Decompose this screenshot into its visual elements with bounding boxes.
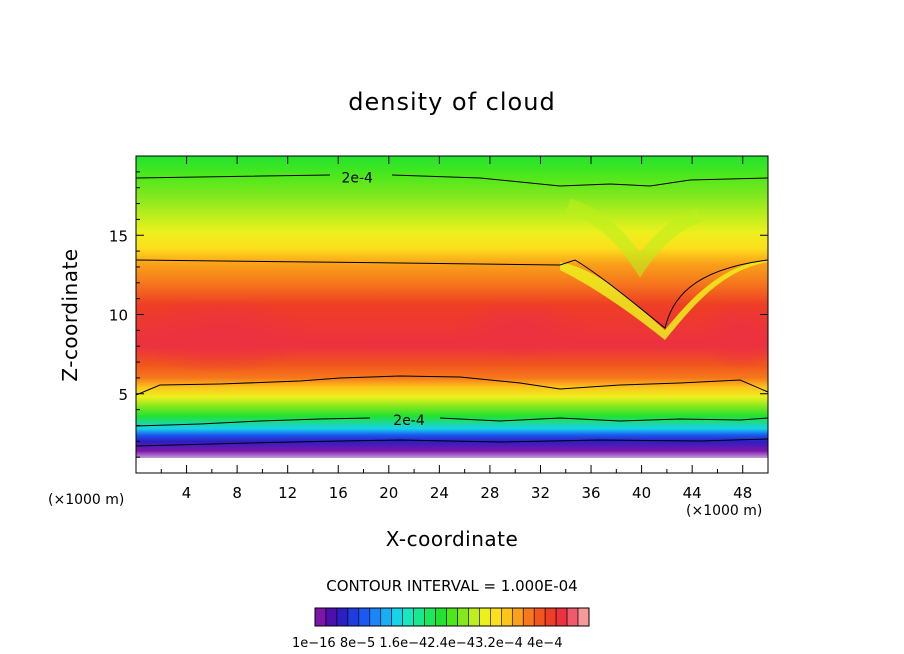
colorbar-swatch xyxy=(402,607,414,627)
colorbar-swatch xyxy=(544,607,557,627)
colorbar-swatch xyxy=(369,607,382,627)
x-tick-label: 4 xyxy=(182,484,192,502)
colorbar-swatch xyxy=(380,607,393,627)
x-unit-label-left: (×1000 m) xyxy=(48,492,125,508)
colorbar-swatch xyxy=(391,607,403,627)
colorbar-swatch xyxy=(490,607,502,627)
x-tick-label: 12 xyxy=(278,484,297,502)
y-tick-label: 5 xyxy=(118,386,128,404)
y-tick-label: 10 xyxy=(109,307,128,325)
contour-base xyxy=(135,438,769,447)
colorbar-swatch xyxy=(566,607,579,627)
colorbar-swatch xyxy=(501,607,513,627)
contour-mid-bottom xyxy=(135,375,769,396)
x-tick-label: 44 xyxy=(683,484,702,502)
x-axis-label: X-coordinate xyxy=(385,527,519,551)
x-tick-label: 48 xyxy=(733,484,752,502)
x-tick-label: 24 xyxy=(430,484,449,502)
colorbar-swatch xyxy=(533,607,546,627)
colorbar-swatch xyxy=(555,607,568,627)
colorbar-swatch xyxy=(358,607,371,627)
colorbar xyxy=(314,607,590,627)
x-tick-label: 36 xyxy=(581,484,600,502)
x-tick-label: 16 xyxy=(329,484,348,502)
colorbar-swatch xyxy=(446,607,458,627)
x-tick-label: 40 xyxy=(632,484,651,502)
contour-mid-top xyxy=(135,259,769,329)
colorbar-swatch xyxy=(336,607,349,627)
x-tick-label: 8 xyxy=(232,484,242,502)
colorbar-swatch xyxy=(413,607,425,627)
colorbar-swatch xyxy=(424,607,436,627)
contour-upper xyxy=(135,174,769,187)
x-tick-label: 32 xyxy=(531,484,550,502)
y-axis-label: Z-coordinate xyxy=(58,248,82,382)
contour-interval-text: CONTOUR INTERVAL = 1.000E-04 xyxy=(326,577,578,595)
contour-lines xyxy=(135,174,769,447)
x-tick-label: 20 xyxy=(379,484,398,502)
colorbar-swatch xyxy=(314,607,327,627)
density-field xyxy=(136,156,768,473)
x-tick-label: 28 xyxy=(480,484,499,502)
x-axis-ticks: 4 8 12 16 20 24 28 32 36 40 44 48 xyxy=(160,156,752,502)
colorbar-swatch xyxy=(479,607,491,627)
contour-label: 2e-4 xyxy=(341,171,373,187)
colorbar-frame xyxy=(314,607,590,627)
colorbar-swatch xyxy=(457,607,469,627)
y-axis-ticks: 5 10 15 xyxy=(109,171,768,458)
colorbar-swatch xyxy=(577,607,590,627)
contour-label: 2e-4 xyxy=(393,413,425,429)
contour-lower xyxy=(135,417,769,427)
colorbar-tick-labels: 1e−16 8e−5 1.6e−42.4e−43.2e−4 4e−4 xyxy=(292,636,563,651)
x-unit-label-right: (×1000 m) xyxy=(686,503,763,519)
colorbar-swatch xyxy=(511,607,524,627)
colorbar-swatch xyxy=(347,607,360,627)
colorbar-swatch xyxy=(468,607,480,627)
colorbar-swatch xyxy=(435,607,447,627)
chart-title: density of cloud xyxy=(348,88,556,116)
colorbar-swatch xyxy=(325,607,338,627)
y-tick-label: 15 xyxy=(109,227,128,245)
contour-labels: 2e-4 2e-4 xyxy=(341,171,425,430)
colorbar-swatch xyxy=(522,607,535,627)
